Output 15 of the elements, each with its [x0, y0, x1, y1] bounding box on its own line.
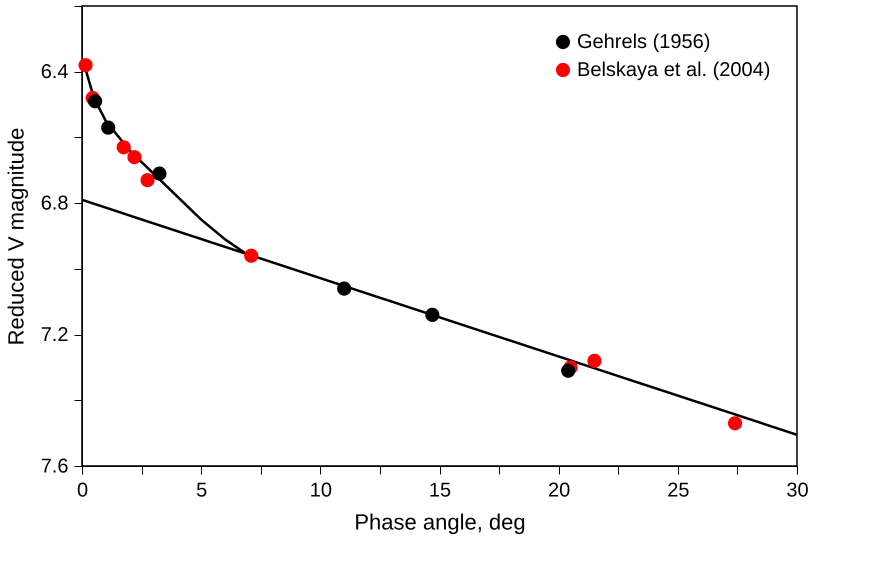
x-tick-label: 25 [667, 480, 690, 502]
x-tick-label: 15 [428, 480, 452, 502]
y-tick-label: 7.6 [40, 456, 68, 478]
x-tick-label: 30 [786, 480, 809, 502]
x-axis-title: Phase angle, deg [354, 510, 526, 534]
y-tick-label: 6.8 [40, 192, 68, 215]
x-tick-label: 5 [196, 480, 208, 502]
y-axis-title: Reduced V magnitude [4, 128, 29, 346]
legend-label: Gehrels (1956) [577, 31, 710, 53]
x-tick-label: 20 [548, 480, 570, 502]
y-tick-label: 6.4 [40, 61, 68, 84]
y-tick-label: 7.2 [40, 324, 68, 346]
x-tick-label: 0 [76, 480, 88, 502]
legend-label: Belskaya et al. (2004) [577, 59, 770, 81]
x-tick-label: 10 [310, 480, 332, 502]
